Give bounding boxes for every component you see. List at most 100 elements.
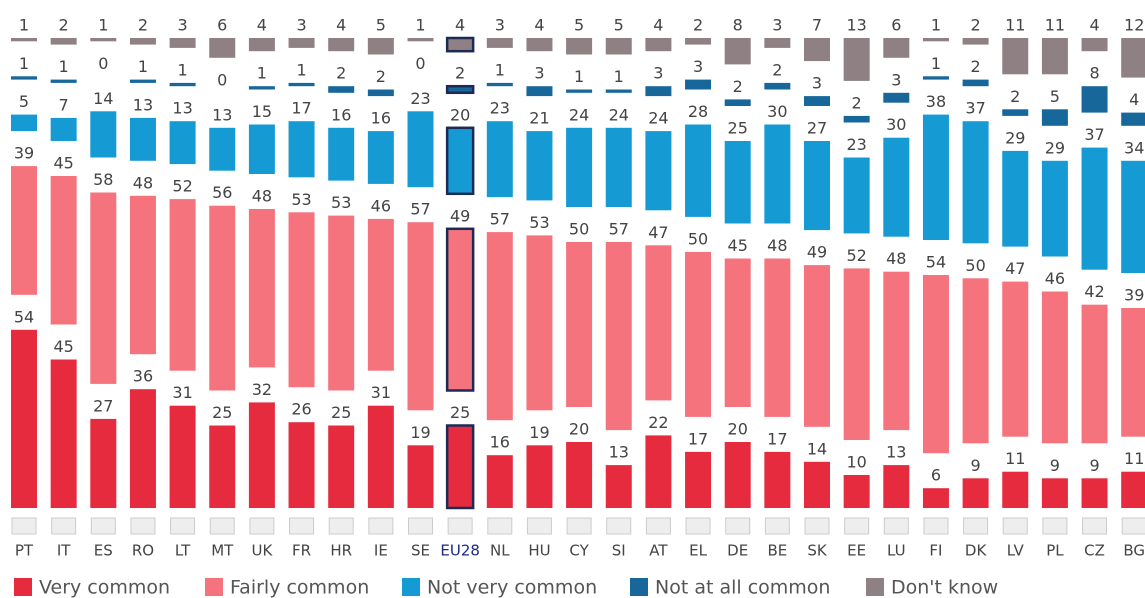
x-tick-label: CZ	[1084, 542, 1105, 560]
x-tick-label: DE	[727, 542, 748, 560]
bar-segment	[526, 445, 553, 508]
bar-segment	[445, 36, 475, 53]
x-tick-label: DK	[965, 542, 988, 560]
value-label: 20	[569, 420, 589, 439]
value-label: 31	[172, 383, 192, 402]
value-label: 54	[14, 307, 34, 326]
value-label: 27	[807, 119, 827, 138]
bar-segment	[922, 275, 949, 454]
value-label: 48	[886, 249, 906, 268]
bar-segment	[50, 176, 77, 325]
bar-segment	[685, 79, 712, 90]
bar-segment	[645, 86, 672, 97]
value-label: 45	[53, 154, 73, 173]
value-label: 19	[410, 423, 430, 442]
x-tick-label: EL	[689, 542, 707, 560]
bar-segment	[526, 38, 553, 52]
value-label: 30	[886, 115, 906, 134]
x-tick-label: HU	[528, 542, 550, 560]
bar-segment	[129, 195, 156, 355]
bar-segment	[288, 82, 315, 87]
bar-segment	[1081, 147, 1108, 270]
bar-segment	[804, 141, 830, 231]
bar-segment	[764, 82, 791, 90]
x-tick-label: ES	[94, 542, 113, 560]
bar-segment	[328, 425, 355, 508]
value-label: 13	[212, 105, 232, 124]
value-label: 56	[212, 183, 232, 202]
value-label: 46	[1045, 269, 1065, 288]
value-label: 11	[1045, 16, 1065, 35]
value-label: 3	[178, 16, 188, 35]
value-label: 4	[1089, 16, 1099, 35]
bar-segment	[169, 121, 196, 165]
bar-segment	[1002, 150, 1029, 247]
legend-label: Not at all common	[655, 577, 830, 598]
bar-segment	[486, 82, 513, 87]
bar-segment	[169, 199, 196, 371]
value-label: 3	[296, 16, 306, 35]
bar-segment	[1002, 38, 1029, 75]
bar-segment	[804, 265, 830, 427]
value-label: 6	[891, 16, 901, 35]
bar-segment	[843, 38, 870, 81]
value-label: 13	[609, 443, 629, 462]
value-label: 46	[371, 196, 391, 215]
value-label: 11	[1005, 16, 1025, 35]
value-label: 2	[59, 16, 69, 35]
value-label: 2	[138, 16, 148, 35]
value-label: 53	[291, 190, 311, 209]
bar-segment	[1041, 109, 1068, 126]
bar-segment	[566, 127, 593, 207]
bar-segment	[486, 121, 513, 198]
x-tick-label: SE	[411, 542, 430, 560]
bar-segment	[605, 242, 632, 431]
value-label: 3	[772, 16, 782, 35]
value-label: 7	[812, 16, 822, 35]
bar-segment	[445, 126, 475, 196]
value-label: 3	[812, 74, 822, 93]
value-label: 34	[1124, 138, 1144, 157]
bar-segment	[1041, 291, 1068, 444]
value-label: 21	[529, 109, 549, 128]
flag	[487, 517, 513, 535]
bar-segment	[962, 38, 989, 45]
value-label: 31	[371, 383, 391, 402]
value-label: 0	[217, 70, 227, 89]
bar-segment	[367, 38, 394, 55]
value-label: 3	[653, 64, 663, 83]
flag	[883, 517, 909, 535]
bar-segment	[445, 227, 475, 392]
value-label: 13	[846, 16, 866, 35]
x-tick-label: NL	[490, 542, 510, 560]
value-label: 0	[98, 54, 108, 73]
value-label: 1	[19, 54, 29, 73]
bar-segment	[962, 79, 989, 87]
flag	[844, 517, 870, 535]
value-label: 27	[93, 396, 113, 415]
value-label: 3	[495, 16, 505, 35]
value-label: 1	[931, 54, 941, 73]
bar-segment	[764, 124, 791, 224]
value-label: 42	[1084, 282, 1104, 301]
value-label: 2	[336, 64, 346, 83]
value-label: 1	[495, 60, 505, 79]
flag	[130, 517, 156, 535]
value-label: 37	[965, 99, 985, 118]
value-label: 2	[971, 16, 981, 35]
flag	[1042, 517, 1068, 535]
value-label: 25	[450, 403, 470, 422]
flag	[804, 517, 830, 535]
flag	[764, 517, 790, 535]
value-label: 5	[614, 16, 624, 35]
legend-label: Fairly common	[230, 577, 369, 598]
value-label: 1	[296, 60, 306, 79]
bar-segment	[486, 38, 513, 48]
bar-segment	[883, 465, 910, 508]
bar-segment	[685, 251, 712, 417]
bar-segment	[1002, 281, 1029, 437]
x-tick-label: MT	[211, 542, 234, 560]
bar-segment	[764, 451, 791, 508]
value-label: 9	[1089, 456, 1099, 475]
bar-segment	[645, 131, 672, 211]
